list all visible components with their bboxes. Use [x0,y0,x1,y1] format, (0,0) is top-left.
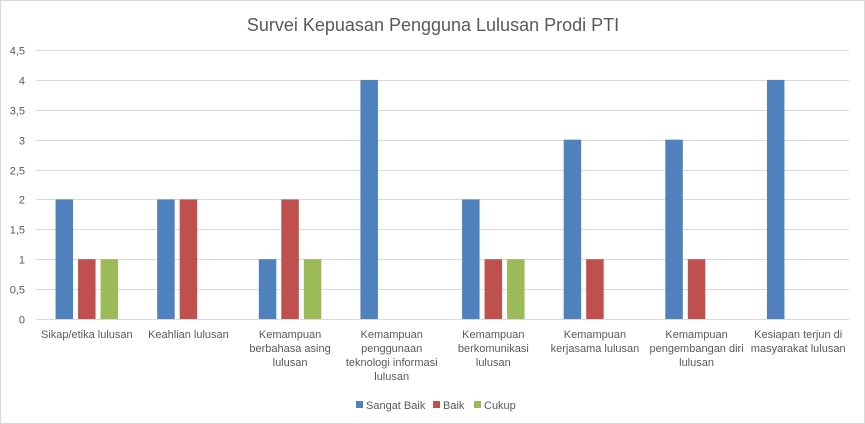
bar-sangat-baik [360,79,378,319]
x-category-label: Kemampuan berkomunikasi lulusan [458,329,529,369]
y-tick-label: 3 [19,136,25,148]
bar-baik [179,199,198,319]
x-category-label: Kemampuan berbahasa asing lulusan [249,329,330,369]
legend-label: Sangat Baik [366,400,426,412]
legend-label: Baik [443,400,465,412]
bar-baik [78,259,96,319]
bar-sangat-baik [157,199,175,319]
legend: Sangat Baik Baik Cukup [356,400,516,412]
bar-cukup [303,259,322,319]
bar-baik [687,259,706,319]
bars [55,79,785,319]
bar-cukup [507,259,525,319]
legend-swatch [356,401,363,408]
y-tick-label: 1,5 [10,225,25,237]
bar-sangat-baik [563,139,582,319]
x-category-label: Kemampuan kerjasama lulusan [551,329,640,355]
y-tick-label: 4 [19,76,25,88]
bar-baik [281,199,299,319]
y-axis-ticks: 0 0,5 1 1,5 2 2,5 3 3,5 4 4,5 [10,46,25,327]
x-axis-category-labels: Sikap/etika lulusan Keahlian lulusan Kemam… [41,329,846,383]
bar-sangat-baik [258,259,277,319]
x-category-label: Kemampuan pengembangan diri lulusan [649,329,743,369]
x-category-label: Kesiapan terjun di masyarakat lulusan [751,329,846,355]
y-tick-label: 0,5 [10,285,25,297]
y-tick-label: 1 [19,255,25,267]
y-tick-label: 2,5 [10,166,25,178]
x-category-label: Sikap/etika lulusan [41,329,133,341]
bar-baik [484,259,503,319]
x-category-label: Keahlian lulusan [148,329,229,341]
legend-swatch [433,401,440,408]
bar-sangat-baik [665,139,683,319]
y-tick-label: 2 [19,195,25,207]
y-tick-label: 3,5 [10,106,25,118]
y-tick-label: 0 [19,315,25,327]
chart-title: Survei Kepuasan Pengguna Lulusan Prodi P… [247,15,619,35]
legend-label: Cukup [484,400,516,412]
bar-sangat-baik [55,199,74,319]
bar-cukup [100,259,119,319]
bar-baik [586,259,604,319]
bar-sangat-baik [462,199,480,319]
bar-sangat-baik [766,79,785,319]
x-category-label: Kemampuan penggunaan teknologi informasi lu… [346,329,438,383]
y-tick-label: 4,5 [10,46,25,58]
legend-swatch [474,401,481,408]
